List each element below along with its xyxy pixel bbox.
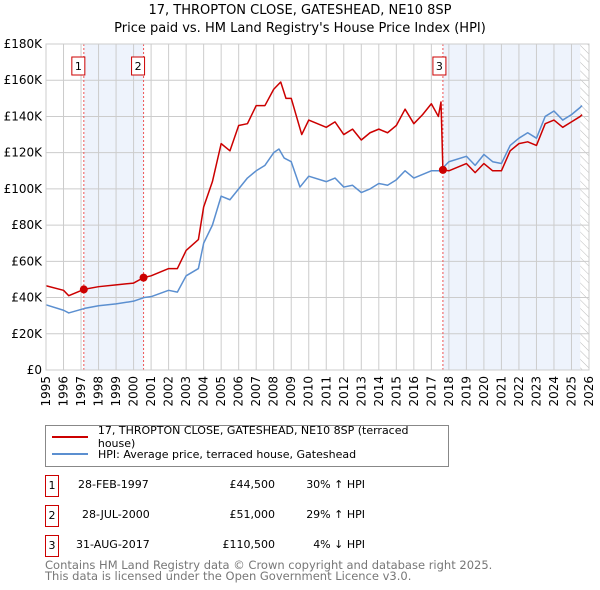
- x-tick-label: 2022: [512, 376, 526, 407]
- legend: 17, THROPTON CLOSE, GATESHEAD, NE10 8SP …: [45, 424, 449, 467]
- legend-swatch-blue: [52, 453, 88, 455]
- footer-licence: This data is licensed under the Open Gov…: [45, 569, 412, 583]
- x-tick-label: 2004: [197, 376, 211, 407]
- sale-marker-box: [71, 56, 86, 76]
- sale-point: [139, 273, 148, 282]
- x-tick-label: 2021: [494, 376, 508, 407]
- x-tick-label: 2005: [214, 376, 228, 407]
- sale-marker-label: 1: [45, 475, 59, 497]
- y-tick-label: £180K: [4, 37, 44, 51]
- x-tick-label: 2017: [424, 376, 438, 407]
- footer: Contains HM Land Registry data © Crown c…: [45, 558, 493, 583]
- x-tick-label: 1996: [57, 376, 71, 407]
- sale-row: 2 28-JUL-2000 £51,000 29% ↑ HPI: [45, 505, 465, 527]
- sale-hpi: 4% ↓ HPI: [313, 538, 365, 551]
- x-tick-label: 1997: [74, 376, 88, 407]
- x-tick-label: 2011: [319, 376, 333, 407]
- sale-marker-number: 2: [135, 60, 142, 73]
- sale-marker-number: 3: [436, 60, 443, 73]
- sale-row: 1 28-FEB-1997 £44,500 30% ↑ HPI: [45, 475, 465, 497]
- y-tick-label: £140K: [4, 109, 44, 123]
- legend-item-property: 17, THROPTON CLOSE, GATESHEAD, NE10 8SP …: [52, 424, 448, 450]
- sale-hpi: 30% ↑ HPI: [306, 478, 365, 491]
- x-tick-label: 2024: [547, 376, 561, 407]
- footer-copyright: Contains HM Land Registry data © Crown c…: [45, 558, 493, 572]
- x-tick-label: 2026: [582, 376, 596, 407]
- x-tick-label: 2018: [442, 376, 456, 407]
- sale-price: £51,000: [229, 508, 276, 521]
- y-tick-label: £40K: [11, 291, 43, 305]
- chart-title: 17, THROPTON CLOSE, GATESHEAD, NE10 8SP: [148, 3, 452, 18]
- sale-row: 3 31-AUG-2017 £110,500 4% ↓ HPI: [45, 535, 465, 557]
- sale-date: 28-FEB-1997: [78, 478, 149, 491]
- x-tick-label: 2013: [354, 376, 368, 407]
- forecast-hatch: [580, 44, 589, 370]
- x-tick-label: 2010: [302, 376, 316, 407]
- x-tick-label: 2015: [389, 376, 403, 407]
- y-tick-label: £0: [27, 363, 42, 377]
- sale-marker-label: 2: [45, 505, 59, 527]
- plot-border: [45, 43, 590, 371]
- x-tick-label: 2003: [179, 376, 193, 407]
- y-tick-label: £120K: [4, 146, 44, 160]
- legend-label: 17, THROPTON CLOSE, GATESHEAD, NE10 8SP …: [97, 424, 409, 450]
- x-tick-label: 1998: [92, 376, 106, 407]
- sale-marker-box: [131, 56, 146, 76]
- x-tick-label: 2019: [459, 376, 473, 407]
- shaded-period: [442, 44, 581, 370]
- legend-label: HPI: Average price, terraced house, Gate…: [98, 447, 357, 461]
- x-tick-label: 2020: [477, 376, 491, 407]
- x-tick-label: 2009: [284, 376, 298, 407]
- x-tick-label: 2002: [162, 376, 176, 407]
- chart-subtitle: Price paid vs. HM Land Registry's House …: [114, 21, 486, 36]
- y-tick-label: £160K: [4, 73, 44, 87]
- x-tick-label: 2025: [564, 376, 578, 407]
- x-tick-label: 2008: [267, 376, 281, 407]
- sale-price: £44,500: [229, 478, 276, 491]
- x-tick-label: 1995: [39, 376, 53, 407]
- x-tick-label: 2006: [232, 376, 246, 407]
- y-tick-label: £80K: [11, 218, 43, 232]
- sale-hpi: 29% ↑ HPI: [306, 508, 365, 521]
- y-tick-label: £100K: [4, 182, 44, 196]
- sale-point: [438, 165, 447, 174]
- hpi-line: [45, 105, 583, 314]
- legend-item-hpi: HPI: Average price, terraced house, Gate…: [52, 446, 356, 462]
- x-tick-label: 2023: [529, 376, 543, 407]
- y-tick-label: £20K: [11, 327, 43, 341]
- x-tick-label: 2016: [407, 376, 421, 407]
- x-tick-label: 2012: [337, 376, 351, 407]
- sale-point: [79, 285, 88, 294]
- sale-date: 31-AUG-2017: [76, 538, 150, 551]
- plot-area: 1995 1996 1997 1998 1999 2000 2001 2002 2003 2004…: [4, 37, 596, 407]
- sale-marker-number: 1: [75, 60, 82, 73]
- x-tick-label: 1999: [109, 376, 123, 407]
- x-tick-label: 2014: [372, 376, 386, 407]
- x-tick-label: 2000: [127, 376, 141, 407]
- x-tick-label: 2001: [144, 376, 158, 407]
- sale-marker-label: 3: [45, 535, 59, 557]
- legend-swatch-red: [52, 436, 88, 438]
- x-tick-label: 2007: [249, 376, 263, 407]
- shaded-period: [83, 44, 144, 370]
- sale-marker-box: [432, 56, 447, 76]
- y-tick-label: £60K: [11, 254, 43, 268]
- sale-price: £110,500: [222, 538, 276, 551]
- sale-date: 28-JUL-2000: [82, 508, 150, 521]
- price-paid-line: [45, 81, 583, 297]
